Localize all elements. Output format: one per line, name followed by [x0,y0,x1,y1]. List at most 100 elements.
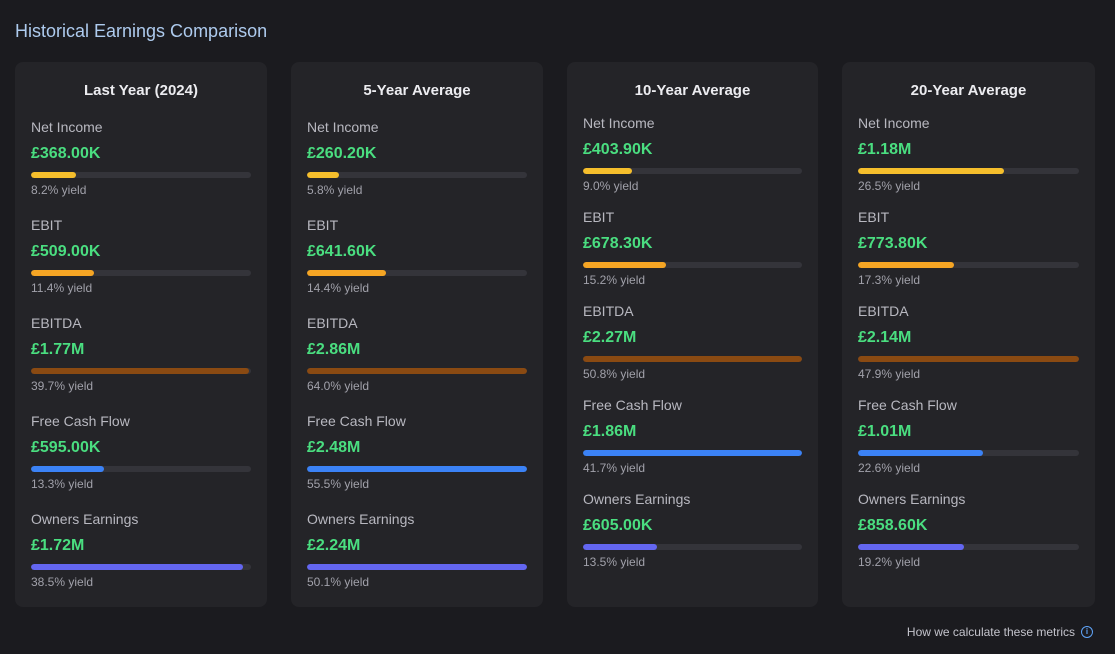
metric-value: £858.60K [858,517,928,534]
metric-label: EBIT [858,209,890,225]
yield-bar-fill [307,466,527,472]
metric-yield: 13.5% yield [583,555,646,569]
yield-bar-fill [583,450,802,456]
info-icon[interactable]: i [1081,626,1093,638]
metric-label: EBITDA [858,303,909,319]
yield-bar-track [307,368,527,374]
yield-bar-fill [858,356,1079,362]
metric-label: Owners Earnings [858,491,966,507]
metric-block: Owners Earnings £2.24M 50.1% yield [307,510,527,608]
yield-bar-track [307,172,527,178]
metric-label: Net Income [858,115,930,131]
yield-bar-track [583,356,802,362]
metric-value: £605.00K [583,517,653,534]
card-title: 5-Year Average [363,82,471,99]
metric-block: EBITDA £2.86M 64.0% yield [307,314,527,412]
metric-block: Net Income £1.18M 26.5% yield [858,114,1079,208]
card-title: Last Year (2024) [84,82,198,99]
card-title: 20-Year Average [910,82,1027,99]
metric-value: £641.60K [307,243,377,260]
metric-yield: 55.5% yield [307,477,370,491]
metric-label: EBIT [31,217,63,233]
metric-block: Net Income £260.20K 5.8% yield [307,118,527,216]
metric-value: £403.90K [583,141,653,158]
metric-value: £773.80K [858,235,928,252]
metric-block: Owners Earnings £605.00K 13.5% yield [583,490,802,584]
metric-value: £260.20K [307,145,377,162]
metric-label: EBITDA [307,315,358,331]
metric-label: Free Cash Flow [307,413,406,429]
yield-bar-fill [858,262,954,268]
yield-bar-track [583,168,802,174]
yield-bar-fill [307,270,387,276]
metric-value: £1.77M [31,341,85,358]
metric-value: £2.14M [858,329,912,346]
metric-value: £2.48M [307,439,361,456]
metric-label: Net Income [583,115,655,131]
yield-bar-fill [31,564,243,570]
yield-bar-fill [583,168,633,174]
metric-block: Net Income £403.90K 9.0% yield [583,114,802,208]
yield-bar-fill [583,262,667,268]
metric-value: £509.00K [31,243,101,260]
metric-label: EBITDA [583,303,634,319]
yield-bar-track [583,544,802,550]
yield-bar-track [307,270,527,276]
yield-bar-track [31,172,251,178]
metric-value: £595.00K [31,439,101,456]
metric-block: Owners Earnings £1.72M 38.5% yield [31,510,251,608]
yield-bar-fill [31,368,250,374]
yield-bar-fill [307,368,527,374]
yield-bar-fill [307,172,339,178]
yield-bar-fill [583,544,657,550]
how-we-calculate-link[interactable]: How we calculate these metrics i [907,625,1093,639]
metric-value: £2.27M [583,329,637,346]
yield-bar-track [307,466,527,472]
metric-yield: 9.0% yield [583,179,639,193]
metric-yield: 39.7% yield [31,379,94,393]
metric-value: £678.30K [583,235,653,252]
metric-yield: 41.7% yield [583,461,646,475]
metric-block: EBITDA £2.14M 47.9% yield [858,302,1079,396]
metric-yield: 17.3% yield [858,273,921,287]
metric-block: EBIT £773.80K 17.3% yield [858,208,1079,302]
metric-yield: 26.5% yield [858,179,921,193]
yield-bar-track [858,168,1079,174]
metric-yield: 19.2% yield [858,555,921,569]
metric-label: EBIT [583,209,615,225]
yield-bar-track [858,356,1079,362]
yield-bar-track [858,544,1079,550]
yield-bar-track [31,270,251,276]
metric-yield: 5.8% yield [307,183,363,197]
period-card: 20-Year Average Net Income £1.18M 26.5% yie… [842,62,1095,607]
yield-bar-fill [583,356,802,362]
metric-label: Net Income [31,119,103,135]
metric-value: £1.18M [858,141,912,158]
yield-bar-fill [858,544,965,550]
metric-value: £368.00K [31,145,101,162]
metric-yield: 47.9% yield [858,367,921,381]
yield-bar-fill [31,270,94,276]
yield-bar-fill [307,564,527,570]
metric-block: Free Cash Flow £595.00K 13.3% yield [31,412,251,510]
metric-block: Free Cash Flow £1.86M 41.7% yield [583,396,802,490]
metric-yield: 50.1% yield [307,575,370,589]
metric-block: EBIT £641.60K 14.4% yield [307,216,527,314]
period-card: 10-Year Average Net Income £403.90K 9.0% yi… [567,62,818,607]
card-title: 10-Year Average [634,82,751,99]
metric-yield: 13.3% yield [31,477,94,491]
metric-block: EBITDA £2.27M 50.8% yield [583,302,802,396]
how-we-calculate-label[interactable]: How we calculate these metrics [906,625,1075,639]
metric-label: Net Income [307,119,379,135]
metric-label: EBITDA [31,315,82,331]
yield-bar-track [858,450,1079,456]
cards-container: Last Year (2024) Net Income £368.00K 8.2% y… [15,62,1095,607]
metric-label: Free Cash Flow [858,397,957,413]
metric-block: Free Cash Flow £1.01M 22.6% yield [858,396,1079,490]
metric-block: EBITDA £1.77M 39.7% yield [31,314,251,412]
metric-yield: 50.8% yield [583,367,646,381]
yield-bar-fill [31,466,105,472]
metric-yield: 11.4% yield [31,281,93,295]
metric-label: Owners Earnings [31,511,139,527]
